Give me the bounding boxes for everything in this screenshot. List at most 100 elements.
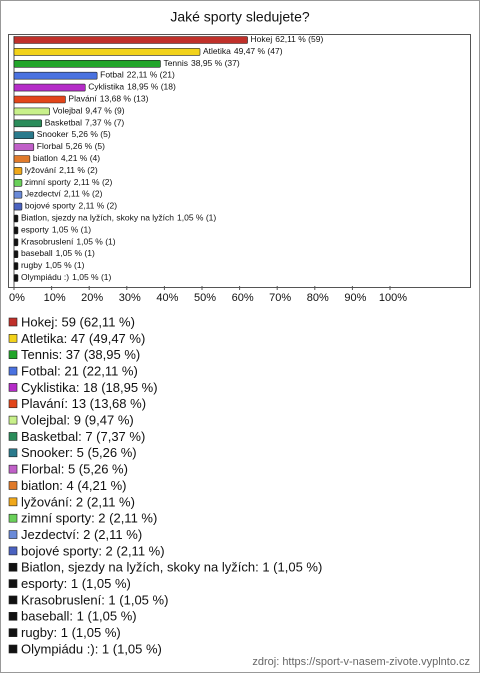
bar-category: Jezdectví — [25, 189, 62, 199]
legend-swatch — [8, 432, 18, 441]
legend-label: esporty: 1 (1,05 %) — [21, 576, 131, 591]
bar-category: Cyklistika — [88, 82, 124, 92]
legend-label: Biatlon, sjezdy na lyžích, skoky na lyží… — [21, 560, 322, 575]
x-tick-label: 90% — [344, 292, 366, 304]
bar — [13, 179, 23, 187]
bar — [13, 131, 35, 139]
bar-value-label: 5,26 % (5) — [66, 141, 105, 151]
bar — [13, 274, 19, 282]
bar — [13, 95, 66, 104]
legend-label: Jezdectví: 2 (2,11 %) — [21, 527, 142, 542]
bar-value-label: 18,95 % (18) — [127, 82, 176, 92]
bar-label: Biatlon, sjezdy na lyžích, skoky na lyží… — [21, 213, 216, 223]
bar-category: Biatlon, sjezdy na lyžích, skoky na lyží… — [21, 213, 174, 223]
bar-value-label: 5,26 % (5) — [71, 129, 110, 139]
x-tick-label: 30% — [119, 292, 141, 304]
legend-label: Krasobruslení: 1 (1,05 %) — [21, 592, 168, 607]
x-tick-label: 20% — [81, 292, 103, 304]
bar-label: baseball 1,05 % (1) — [21, 248, 95, 258]
bar — [13, 238, 19, 247]
legend-swatch — [8, 415, 18, 425]
legend-swatch — [8, 628, 18, 637]
legend-label: baseball: 1 (1,05 %) — [21, 609, 137, 624]
bar-value-label: 49,47 % (47) — [234, 46, 283, 56]
x-tick-label: 10% — [44, 292, 66, 304]
legend-label: lyžování: 2 (2,11 %) — [21, 494, 135, 509]
bar-category: Fotbal — [100, 70, 124, 80]
bar — [13, 202, 23, 211]
bar-category: baseball — [21, 248, 53, 258]
bar-label: Cyklistika 18,95 % (18) — [88, 82, 176, 92]
bar — [13, 36, 248, 44]
legend-label: biatlon: 4 (4,21 %) — [21, 478, 127, 493]
legend-label: zimní sporty: 2 (2,11 %) — [21, 511, 157, 526]
legend-label: Cyklistika: 18 (18,95 %) — [21, 380, 158, 395]
bar-label: esporty 1,05 % (1) — [21, 225, 91, 235]
bar-category: Snooker — [37, 129, 69, 139]
bar-value-label: 22,11 % (21) — [127, 70, 175, 80]
bar-label: Fotbal 22,11 % (21) — [100, 70, 175, 80]
bar-label: Basketbal 7,37 % (7) — [45, 118, 125, 128]
bar-value-label: 1,05 % (1) — [76, 237, 115, 247]
legend-label: bojové sporty: 2 (2,11 %) — [21, 543, 165, 558]
legend-swatch — [8, 546, 18, 556]
x-tick-label: 50% — [194, 292, 216, 304]
bar-value-label: 1,05 % (1) — [56, 248, 95, 258]
legend-swatch — [8, 383, 18, 392]
bar-category: biatlon — [33, 153, 58, 163]
bar — [13, 214, 19, 223]
bar-category: Hokej — [251, 34, 273, 44]
legend-label: Plavání: 13 (13,68 %) — [21, 396, 146, 411]
legend-label: Fotbal: 21 (22,11 %) — [21, 363, 138, 378]
bar — [13, 262, 19, 270]
x-tick-label: 0% — [9, 292, 25, 304]
legend-swatch — [8, 611, 18, 621]
legend-swatch — [8, 334, 18, 343]
legend-swatch — [8, 497, 18, 507]
bar-category: Florbal — [37, 141, 63, 151]
bar-value-label: 2,11 % (2) — [59, 165, 98, 175]
source: zdroj: https://sport-v-nasem-zivote.vypl… — [252, 656, 470, 668]
bar-value-label: 9,47 % (9) — [85, 106, 124, 116]
chart-title: Jaké sporty sledujete? — [170, 9, 310, 25]
legend-swatch — [8, 530, 18, 539]
legend-swatch — [8, 595, 18, 605]
bar-value-label: 38,95 % (37) — [191, 58, 240, 68]
bar-category: lyžování — [25, 165, 57, 175]
bar-label: Hokej 62,11 % (59) — [251, 34, 324, 44]
bar-label: Olympiádu :) 1,05 % (1) — [21, 272, 112, 282]
bar-label: biatlon 4,21 % (4) — [33, 153, 100, 163]
legend-label: Olympiádu :): 1 (1,05 %) — [21, 641, 162, 656]
legend-swatch — [8, 317, 18, 327]
x-tick-label: 60% — [232, 292, 254, 304]
bar — [13, 119, 43, 128]
legend-swatch — [8, 399, 18, 409]
bar-label: rugby 1,05 % (1) — [21, 260, 85, 270]
bar-label: Volejbal 9,47 % (9) — [53, 106, 125, 116]
bar-category: zimní sporty — [25, 177, 72, 187]
bar-value-label: 4,21 % (4) — [61, 153, 100, 163]
bar-category: esporty — [21, 225, 50, 235]
bar-label: Tennis 38,95 % (37) — [163, 58, 239, 68]
bar-value-label: 7,37 % (7) — [85, 118, 124, 128]
x-tick-label: 70% — [269, 292, 291, 304]
bar-category: Volejbal — [53, 106, 83, 116]
bar-label: lyžování 2,11 % (2) — [25, 165, 98, 175]
bar-label: Florbal 5,26 % (5) — [37, 141, 105, 151]
legend-swatch — [8, 562, 18, 572]
legend-swatch — [8, 513, 18, 523]
bar-value-label: 13,68 % (13) — [100, 94, 149, 104]
bar-label: bojové sporty 2,11 % (2) — [25, 201, 117, 211]
legend-label: Tennis: 37 (38,95 %) — [21, 347, 140, 362]
x-tick-label: 40% — [156, 292, 178, 304]
legend-swatch — [8, 350, 18, 360]
bar-label: zimní sporty 2,11 % (2) — [25, 177, 113, 187]
bar-category: bojové sporty — [25, 201, 76, 211]
bar — [13, 71, 98, 80]
bar — [13, 143, 35, 151]
bar-value-label: 2,11 % (2) — [64, 189, 103, 199]
legend-swatch — [8, 644, 18, 654]
bar-category: Basketbal — [45, 118, 82, 128]
legend-swatch — [8, 481, 18, 490]
